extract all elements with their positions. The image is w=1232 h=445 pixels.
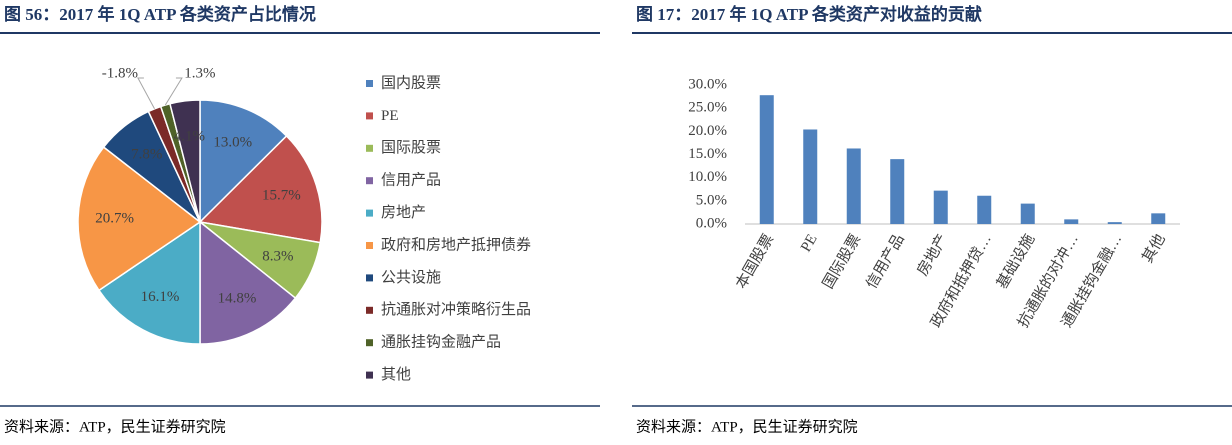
data-label: 7.8% xyxy=(131,147,162,163)
legend-label: 房地产 xyxy=(381,204,426,221)
legend-label: 其他 xyxy=(381,366,411,383)
pie-slice xyxy=(199,99,288,224)
chart-title: 图 56：2017 年 1Q ATP 各类资产占比情况 xyxy=(4,4,316,24)
pie-slice xyxy=(199,220,297,345)
y-tick-label: 10.0% xyxy=(688,169,727,185)
bar xyxy=(890,159,905,224)
x-tick-label: 信用产品 xyxy=(863,231,908,291)
x-tick-label: 其他 xyxy=(1139,231,1169,265)
legend-swatch xyxy=(366,144,373,152)
x-tick-label: 本国股票 xyxy=(732,231,777,291)
legend-swatch xyxy=(366,242,373,249)
pie-slice xyxy=(97,220,201,345)
pie-slice xyxy=(198,134,323,244)
source: 资料来源：ATP，民生证券研究院 xyxy=(4,417,226,435)
legend-label: 公共设施 xyxy=(381,269,441,286)
bar xyxy=(1151,213,1166,224)
bar xyxy=(803,129,818,224)
bar xyxy=(1107,222,1122,224)
bar xyxy=(933,190,948,224)
data-label: 4.1% xyxy=(174,129,205,145)
y-tick-label: 20.0% xyxy=(688,123,727,139)
legend-label: 通胀挂钩金融产品 xyxy=(381,334,501,351)
legend-swatch xyxy=(366,177,373,185)
bar xyxy=(846,148,861,224)
y-tick-label: 30.0% xyxy=(688,76,727,92)
bar xyxy=(1064,219,1079,224)
x-tick-label: 国际股票 xyxy=(819,231,864,291)
pie-slice xyxy=(169,99,201,223)
data-label: 20.7% xyxy=(95,211,134,227)
leader-line xyxy=(164,77,183,106)
legend-label: 政府和房地产抵押债券 xyxy=(381,236,531,253)
legend-swatch xyxy=(366,112,373,120)
legend-swatch xyxy=(366,274,373,282)
data-label: 16.1% xyxy=(141,289,180,305)
bar xyxy=(977,195,992,224)
pie-slice xyxy=(77,146,202,292)
chart-title: 图 17：2017 年 1Q ATP 各类资产对收益的贡献 xyxy=(636,4,982,24)
legend-label: PE xyxy=(381,108,399,124)
data-label: 14.8% xyxy=(218,290,257,306)
bar xyxy=(759,95,774,225)
bar xyxy=(1020,203,1035,224)
data-label: -1.8% xyxy=(102,65,138,81)
legend-label: 信用产品 xyxy=(381,172,441,189)
legend-label: 国际股票 xyxy=(381,139,441,156)
legend-swatch xyxy=(366,339,373,347)
y-tick-label: 15.0% xyxy=(688,146,727,162)
x-tick-label: 房地产 xyxy=(914,231,951,278)
legend-swatch xyxy=(366,371,373,379)
data-label: 13.0% xyxy=(213,135,252,151)
legend-label: 国内股票 xyxy=(381,74,441,91)
legend-label: 抗通胀对冲策略衍生品 xyxy=(381,301,531,318)
x-tick-label: PE xyxy=(798,232,821,255)
data-label: 15.7% xyxy=(262,188,301,204)
source: 资料来源：ATP，民生证券研究院 xyxy=(636,417,858,435)
y-tick-label: 25.0% xyxy=(688,100,727,116)
legend-swatch xyxy=(366,306,373,314)
x-tick-label: 基础设施 xyxy=(993,231,1038,291)
leader-line xyxy=(137,77,155,110)
y-tick-label: 5.0% xyxy=(696,192,727,208)
legend-swatch xyxy=(366,209,373,217)
y-tick-label: 0.0% xyxy=(696,215,727,231)
legend-swatch xyxy=(366,80,373,87)
data-label: 8.3% xyxy=(262,248,293,264)
data-label: 1.3% xyxy=(184,65,215,81)
